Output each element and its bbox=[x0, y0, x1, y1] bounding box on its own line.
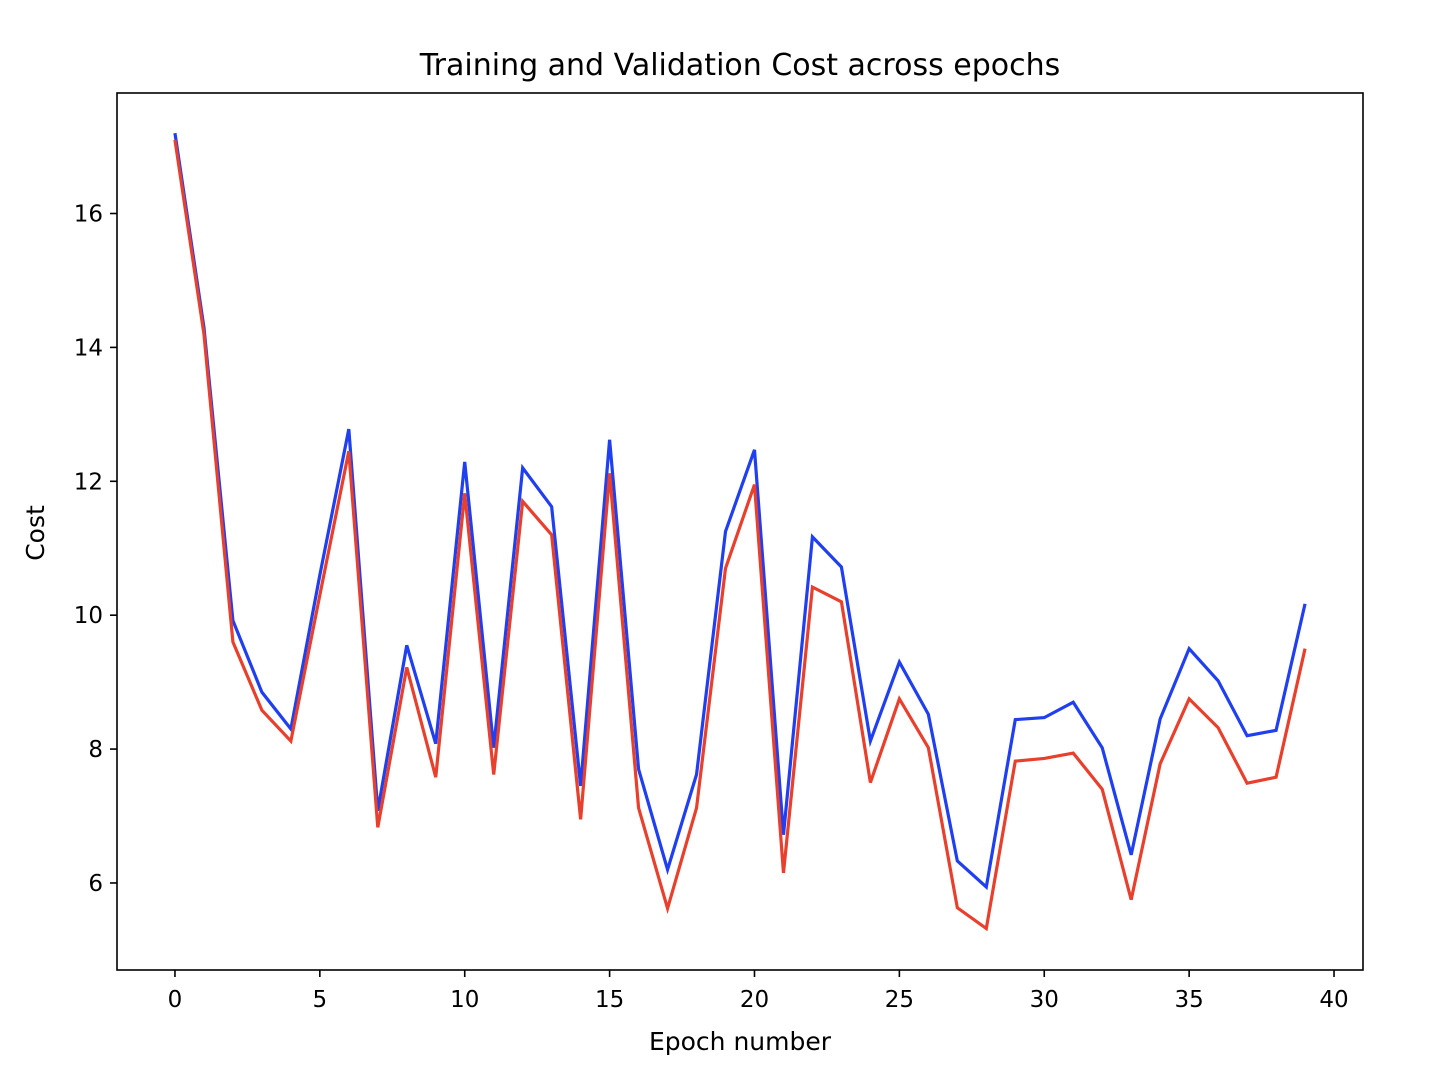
x-axis-label: Epoch number bbox=[649, 1027, 832, 1056]
plot-frame bbox=[116, 92, 1364, 971]
x-tick-label: 10 bbox=[450, 987, 479, 1013]
x-tick-label: 0 bbox=[168, 987, 183, 1013]
x-tick-label: 40 bbox=[1319, 987, 1348, 1013]
chart-title: Training and Validation Cost across epoc… bbox=[419, 48, 1061, 83]
x-tick-label: 15 bbox=[595, 987, 624, 1013]
y-tick-label: 8 bbox=[88, 737, 103, 763]
series-layer bbox=[173, 132, 1307, 932]
x-tick-label: 25 bbox=[885, 987, 914, 1013]
x-axis: 0 5 10 15 20 25 30 35 40 bbox=[168, 970, 1349, 1013]
y-tick-label: 10 bbox=[74, 603, 103, 629]
y-axis: 6 8 10 12 14 16 bbox=[74, 202, 117, 897]
y-tick-label: 6 bbox=[88, 871, 103, 897]
y-axis-label: Cost bbox=[21, 505, 50, 561]
y-tick-label: 12 bbox=[74, 469, 103, 495]
series-line-0 bbox=[173, 132, 1307, 891]
x-tick-label: 35 bbox=[1174, 987, 1203, 1013]
x-tick-label: 20 bbox=[740, 987, 769, 1013]
y-tick-label: 16 bbox=[74, 202, 103, 228]
y-tick-label: 14 bbox=[74, 335, 103, 361]
x-tick-label: 5 bbox=[313, 987, 328, 1013]
x-tick-label: 30 bbox=[1030, 987, 1059, 1013]
series-line-1 bbox=[173, 139, 1307, 932]
